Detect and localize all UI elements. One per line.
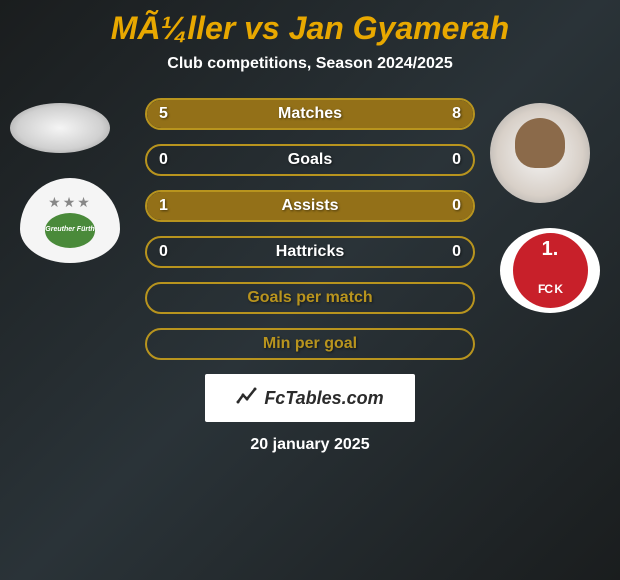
player-right-avatar [490,103,590,203]
stat-row: 0 Hattricks 0 [145,236,475,268]
club-right-badge-inner [513,233,588,308]
stat-value-right: 0 [452,243,461,261]
comparison-content: Greuther Fürth 5 Matches 8 0 Goals 0 1 Assists 0… [0,98,620,454]
stat-row: 5 Matches 8 [145,98,475,130]
stat-value-left: 0 [159,243,168,261]
stat-value-right: 0 [452,151,461,169]
stats-container: 5 Matches 8 0 Goals 0 1 Assists 0 0 Hattricks 0 Goal… [145,98,475,360]
stat-label: Goals per match [247,289,372,307]
club-right-badge [500,228,600,313]
subtitle: Club competitions, Season 2024/2025 [0,55,620,73]
page-title: MÃ¼ller vs Jan Gyamerah [0,0,620,47]
stat-value-right: 0 [452,197,461,215]
club-left-badge: Greuther Fürth [20,178,120,263]
stat-value-left: 0 [159,151,168,169]
stat-label: Goals [288,151,332,169]
stat-row: 0 Goals 0 [145,144,475,176]
player-left-avatar [10,103,110,153]
stat-label: Min per goal [263,335,357,353]
date-text: 20 january 2025 [0,436,620,454]
stat-value-left: 1 [159,197,168,215]
brand-box: FcTables.com [205,374,415,422]
stat-row: Goals per match [145,282,475,314]
stat-row: Min per goal [145,328,475,360]
brand-icon [236,386,258,411]
club-left-badge-inner: Greuther Fürth [45,213,95,248]
stat-row: 1 Assists 0 [145,190,475,222]
stat-value-right: 8 [452,105,461,123]
brand-text: FcTables.com [264,388,383,409]
stat-value-left: 5 [159,105,168,123]
stat-label: Hattricks [276,243,344,261]
stat-label: Assists [282,197,339,215]
stat-label: Matches [278,105,342,123]
